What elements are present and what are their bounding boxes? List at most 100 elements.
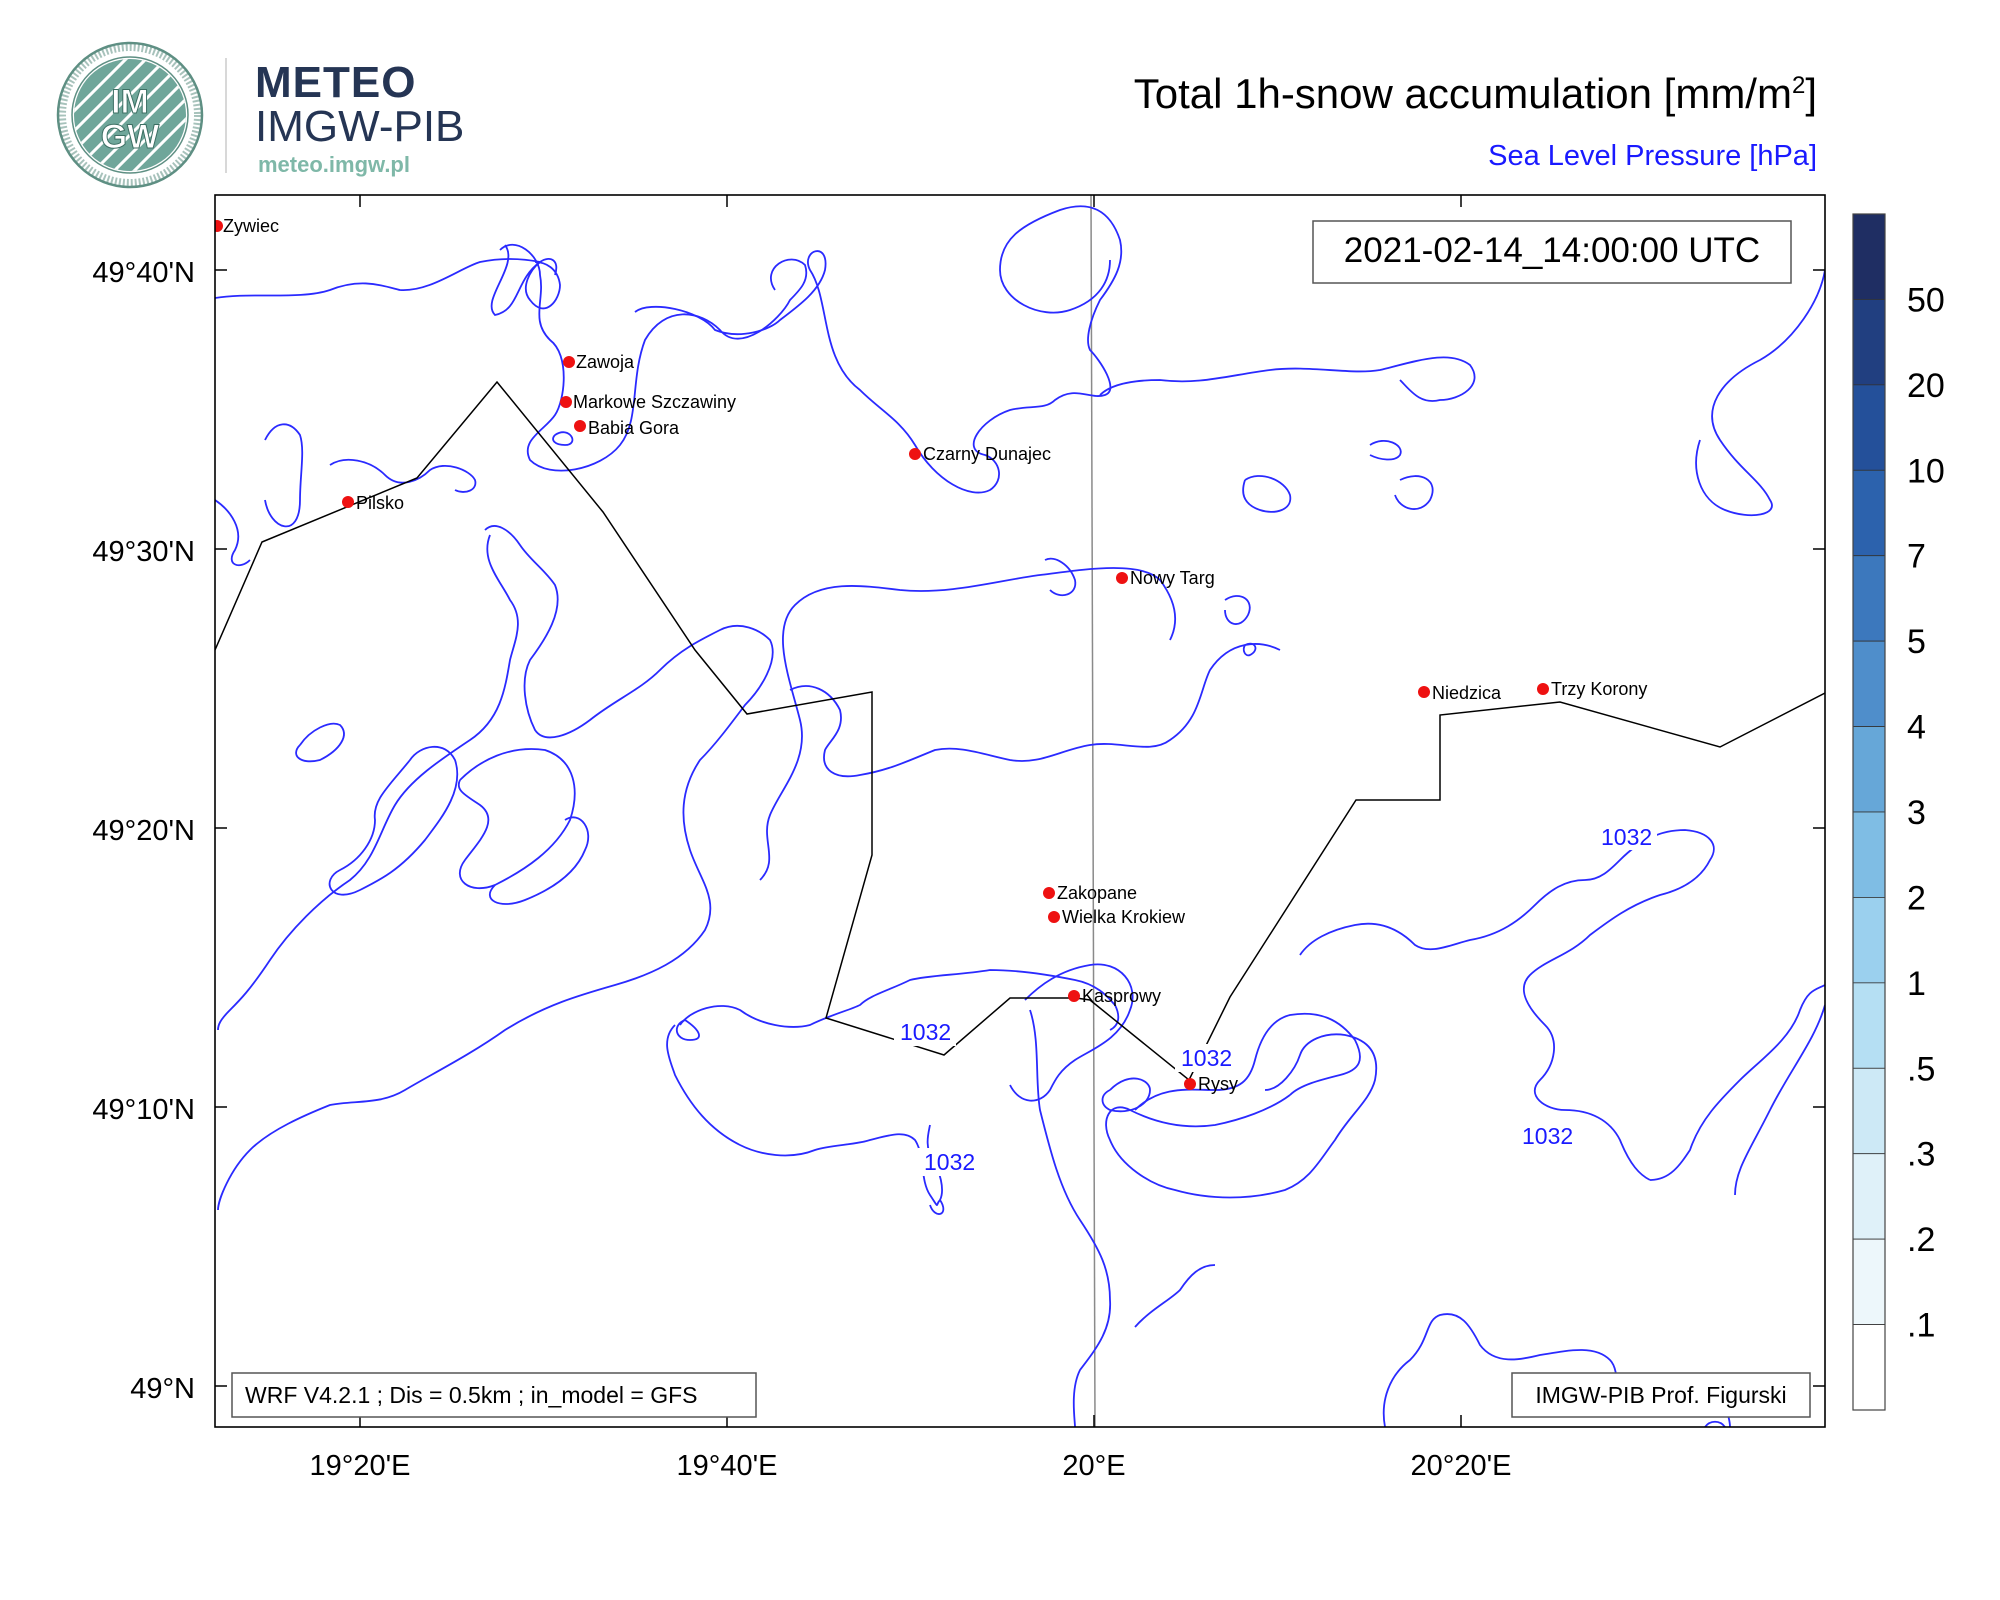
colorbar-swatch (1852, 897, 1886, 984)
isobar-contour (1029, 1009, 1111, 1427)
isobar-contour (215, 258, 561, 310)
city-zywiec: Zywiec (215, 216, 279, 236)
isobar-contour (217, 525, 774, 1211)
isobar-contour (1009, 963, 1134, 1102)
contour-labels: 1032 1032 1032 1032 1032 (894, 822, 1657, 1176)
lon-label: 20°20'E (1411, 1450, 1512, 1482)
credit-box (1511, 1372, 1811, 1418)
isobar-contour (1134, 1264, 1216, 1328)
city-label: Czarny Dunajec (923, 444, 1051, 464)
city-marker (909, 448, 921, 460)
colorbar-swatch (1852, 555, 1886, 642)
lat-labels: 49°40'N 49°30'N 49°20'N 49°10'N 49°N (92, 257, 195, 1405)
city-trzy-korony: Trzy Korony (1537, 679, 1647, 699)
colorbar-frame (1852, 213, 1886, 1411)
contour-label: 1032 (1601, 824, 1652, 850)
meridian-line (1090, 195, 1096, 1427)
isobar-contour (666, 1024, 943, 1206)
city-niedzica: Niedzica (1418, 683, 1502, 703)
logo-org: IMGW-PIB (255, 102, 465, 151)
svg-text:GW: GW (101, 118, 160, 156)
city-marker (1068, 990, 1080, 1002)
city-zakopane: Zakopane (1043, 883, 1137, 903)
colorbar-label: 20 (1907, 367, 1945, 405)
colorbar-label: .3 (1907, 1136, 1935, 1174)
city-label: Trzy Korony (1551, 679, 1647, 699)
contour-label-bg (894, 1018, 956, 1046)
colorbar (1852, 213, 1886, 1411)
isobar-contour (1394, 475, 1434, 510)
city-label: Pilsko (356, 493, 404, 513)
colorbar-label: 50 (1907, 281, 1945, 319)
isobar-contour (264, 423, 304, 528)
national-border (215, 380, 1825, 1082)
contour-label-bg (1516, 1122, 1578, 1150)
isobar-contour (488, 816, 590, 905)
model-info-box (231, 1372, 757, 1418)
credit: IMGW-PIB Prof. Figurski (1535, 1382, 1786, 1408)
city-label: Babia Gora (588, 418, 680, 438)
logo-url: meteo.imgw.pl (258, 152, 410, 177)
city-label: Nowy Targ (1130, 568, 1215, 588)
contour-label-bg (1175, 1044, 1237, 1072)
colorbar-swatch (1852, 1238, 1886, 1325)
city-markers: Zywiec Zawoja Markowe Szczawiny Babia Go… (215, 216, 1647, 1094)
isobar-contour (490, 244, 558, 316)
colorbar-label: 3 (1907, 794, 1926, 832)
isobar-contour (676, 1019, 700, 1041)
colorbar-label: 7 (1907, 538, 1926, 576)
contour-label: 1032 (900, 1019, 951, 1045)
city-label: Wielka Krokiew (1062, 907, 1186, 927)
isobar-contour (1369, 440, 1402, 461)
map-area (215, 195, 1825, 1427)
colorbar-label: .5 (1907, 1050, 1935, 1088)
lon-label: 19°20'E (310, 1450, 411, 1482)
colorbar-label: 10 (1907, 452, 1945, 490)
city-marker (560, 396, 572, 408)
isobar-contour (215, 499, 251, 567)
city-rysy: Rysy (1184, 1074, 1238, 1094)
city-marker (342, 496, 354, 508)
lat-label: 49°20'N (92, 815, 195, 847)
title-text: Total 1h-snow accumulation [mm/m (1133, 70, 1792, 117)
city-label: Rysy (1198, 1074, 1238, 1094)
colorbar-label: 2 (1907, 879, 1926, 917)
city-marker (215, 220, 223, 232)
city-babia-gora: Babia Gora (574, 418, 680, 438)
city-marker (1116, 572, 1128, 584)
lat-label: 49°40'N (92, 257, 195, 289)
logo-divider (225, 58, 227, 173)
lat-label: 49°30'N (92, 536, 195, 568)
isobar-contour (1105, 1033, 1378, 1199)
isobar-contour (789, 643, 1281, 778)
city-marker (563, 356, 575, 368)
city-marker (1418, 686, 1430, 698)
chart-subtitle: Sea Level Pressure [hPa] (1488, 140, 1817, 172)
timestamp: 2021-02-14_14:00:00 UTC (1344, 231, 1760, 270)
colorbar-label: 5 (1907, 623, 1926, 661)
city-marker (1537, 683, 1549, 695)
title-sup: 2 (1791, 72, 1806, 99)
city-kasprowy: Kasprowy (1068, 986, 1161, 1006)
isobar-contour (1242, 475, 1292, 513)
seal-text: IM (111, 83, 149, 121)
city-label: Zawoja (576, 352, 635, 372)
lat-label: 49°N (130, 1373, 195, 1405)
colorbar-swatch (1852, 1324, 1886, 1411)
city-label: Zakopane (1057, 883, 1137, 903)
contour-label: 1032 (1522, 1123, 1573, 1149)
imgw-logo: IM GW METEO IMGW-PIB meteo.imgw.pl (55, 40, 475, 190)
city-marker (1043, 887, 1055, 899)
colorbar-swatch (1852, 1153, 1886, 1240)
colorbar-swatch (1852, 726, 1886, 813)
colorbar-swatch (1852, 469, 1886, 557)
contour-label-bg (918, 1148, 980, 1176)
city-wielka-krokiew: Wielka Krokiew (1048, 907, 1186, 927)
colorbar-swatch (1852, 213, 1886, 300)
isobar-contour (1695, 269, 1825, 517)
isobar-contour (1242, 642, 1257, 657)
city-label: Markowe Szczawiny (573, 392, 736, 412)
isobar-contour (1299, 829, 1715, 1181)
isobar-contour (457, 748, 576, 890)
